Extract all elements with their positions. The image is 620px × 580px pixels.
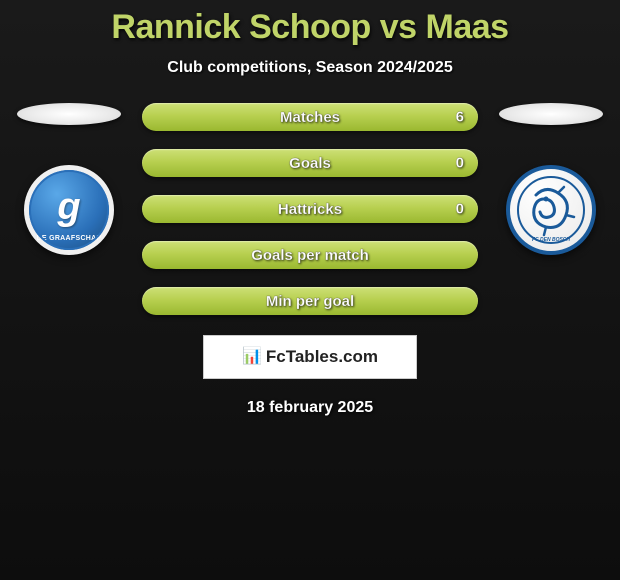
player-badge-right xyxy=(499,103,603,125)
stat-value-right: 0 xyxy=(456,201,464,218)
stat-bar-goals: Goals 0 xyxy=(142,149,478,177)
club-logo-left: g DE GRAAFSCHAP xyxy=(24,165,114,255)
stat-label: Goals xyxy=(289,155,331,172)
stat-bar-goals-per-match: Goals per match xyxy=(142,241,478,269)
stat-label: Hattricks xyxy=(278,201,342,218)
stat-value-right: 6 xyxy=(456,109,464,126)
branding-text: FcTables.com xyxy=(266,347,378,367)
left-player-col: g DE GRAAFSCHAP xyxy=(14,103,124,255)
subtitle: Club competitions, Season 2024/2025 xyxy=(0,59,620,77)
right-player-col: FC DEN BOSCH xyxy=(496,103,606,255)
club-logo-right-name: FC DEN BOSCH xyxy=(532,237,570,243)
stat-label: Matches xyxy=(280,109,340,126)
club-logo-left-initial: g xyxy=(57,186,80,229)
widget-root: Rannick Schoop vs Maas Club competitions… xyxy=(0,0,620,417)
stat-value-right: 0 xyxy=(456,155,464,172)
comparison-row: g DE GRAAFSCHAP Matches 6 Goals 0 Hattri… xyxy=(0,103,620,315)
stat-bar-min-per-goal: Min per goal xyxy=(142,287,478,315)
page-title: Rannick Schoop vs Maas xyxy=(0,8,620,47)
stat-bars: Matches 6 Goals 0 Hattricks 0 Goals per … xyxy=(142,103,478,315)
player-badge-left xyxy=(17,103,121,125)
dragon-icon: FC DEN BOSCH xyxy=(516,175,586,245)
stat-label: Goals per match xyxy=(251,247,369,264)
stat-label: Min per goal xyxy=(266,293,354,310)
club-logo-left-name: DE GRAAFSCHAP xyxy=(37,235,102,242)
club-logo-right: FC DEN BOSCH xyxy=(506,165,596,255)
stat-bar-hattricks: Hattricks 0 xyxy=(142,195,478,223)
chart-icon: 📊 xyxy=(242,349,262,365)
branding-link[interactable]: 📊 FcTables.com xyxy=(203,335,417,379)
stat-bar-matches: Matches 6 xyxy=(142,103,478,131)
date-label: 18 february 2025 xyxy=(0,399,620,417)
